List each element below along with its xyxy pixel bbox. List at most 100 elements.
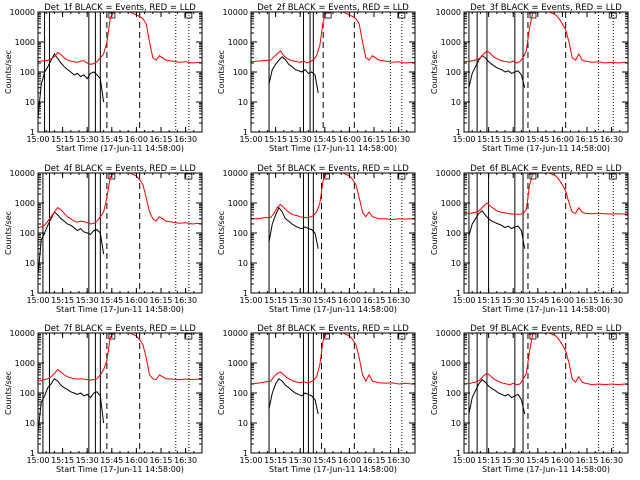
y-tick-label: 1000 xyxy=(15,359,35,368)
x-tick-label: 15:45 xyxy=(526,296,549,305)
marker-box xyxy=(184,173,193,180)
x-tick-label: 16:15 xyxy=(149,135,172,144)
series-line-lld xyxy=(464,12,628,64)
chart-title: Det_8f BLACK = Events, RED = LLD xyxy=(257,324,409,334)
series-line-events xyxy=(268,377,319,415)
y-tick-label: 100 xyxy=(446,229,461,238)
y-axis-label: Counts/sec xyxy=(430,50,439,94)
x-tick-label: 15:00 xyxy=(239,296,262,305)
x-tick-label: 16:30 xyxy=(600,135,623,144)
x-tick-label: 16:00 xyxy=(338,135,361,144)
x-tick-label: 15:30 xyxy=(502,296,525,305)
plot-frame xyxy=(37,332,203,454)
y-axis-label: Counts/sec xyxy=(4,50,13,94)
x-tick-label: 15:00 xyxy=(452,135,475,144)
y-axis-label: Counts/sec xyxy=(217,371,226,415)
chart-title: Det_1f BLACK = Events, RED = LLD xyxy=(44,3,196,13)
chart-panel-3: 1 10 100 1000 10000 15:00 15:15 15:30 15:45 16:00… xyxy=(430,3,629,153)
x-tick-label: 16:00 xyxy=(125,456,148,465)
y-tick-label: 100 xyxy=(446,389,461,398)
series-line-lld xyxy=(38,12,202,65)
chart-title: Det_4f BLACK = Events, RED = LLD xyxy=(44,164,196,174)
x-tick-label: 15:00 xyxy=(26,135,49,144)
x-tick-label: 15:30 xyxy=(502,135,525,144)
series-line-events xyxy=(468,210,526,249)
y-tick-label: 100 xyxy=(20,229,35,238)
series-line-lld xyxy=(251,173,415,221)
x-axis-label: Start Time (17-Jun-11 14:58:00) xyxy=(56,465,184,474)
x-tick-label: 15:45 xyxy=(313,135,336,144)
chart-panel-6: 1 10 100 1000 10000 15:00 15:15 15:30 15:45 16:00… xyxy=(430,164,629,314)
y-axis-label: Counts/sec xyxy=(4,371,13,415)
chart-title: Det_7f BLACK = Events, RED = LLD xyxy=(44,324,196,334)
y-tick-label: 100 xyxy=(20,68,35,77)
y-tick-label: 1000 xyxy=(228,38,248,47)
y-tick-label: 1000 xyxy=(15,38,35,47)
y-tick-label: 1 xyxy=(456,128,461,137)
y-tick-label: 1 xyxy=(456,289,461,298)
series-line-events xyxy=(38,52,105,118)
x-tick-label: 16:15 xyxy=(362,296,385,305)
marker-box xyxy=(397,333,406,340)
y-tick-label: 10 xyxy=(25,98,35,107)
marker-box xyxy=(323,333,330,340)
x-tick-label: 15:00 xyxy=(26,296,49,305)
x-tick-label: 16:30 xyxy=(600,456,623,465)
x-tick-label: 16:30 xyxy=(174,135,197,144)
marker-box xyxy=(184,12,193,19)
x-axis-label: Start Time (17-Jun-11 14:58:00) xyxy=(482,465,610,474)
series-line-events xyxy=(268,206,319,249)
x-tick-label: 16:00 xyxy=(551,135,574,144)
x-tick-label: 15:15 xyxy=(264,456,287,465)
y-tick-label: 10 xyxy=(238,259,248,268)
marker-box xyxy=(397,173,406,180)
y-tick-label: 1000 xyxy=(15,199,35,208)
x-tick-label: 15:45 xyxy=(313,296,336,305)
y-tick-label: 10000 xyxy=(223,329,248,338)
chart-panel-7: 1 10 100 1000 10000 15:00 15:15 15:30 15:45 16:00… xyxy=(4,324,203,474)
marker-box xyxy=(608,173,617,180)
x-tick-label: 15:15 xyxy=(477,296,500,305)
x-tick-label: 16:15 xyxy=(362,456,385,465)
x-tick-label: 15:15 xyxy=(477,135,500,144)
y-tick-label: 1000 xyxy=(441,359,461,368)
x-tick-label: 15:45 xyxy=(313,456,336,465)
x-tick-label: 15:15 xyxy=(51,296,74,305)
y-axis-label: Counts/sec xyxy=(430,211,439,255)
x-tick-label: 15:30 xyxy=(289,135,312,144)
chart-panel-9: 1 10 100 1000 10000 15:00 15:15 15:30 15:45 16:00… xyxy=(430,324,629,474)
y-tick-label: 10 xyxy=(451,98,461,107)
y-tick-label: 1 xyxy=(456,449,461,458)
x-axis-label: Start Time (17-Jun-11 14:58:00) xyxy=(269,465,397,474)
x-axis-label: Start Time (17-Jun-11 14:58:00) xyxy=(269,305,397,314)
y-tick-label: 10000 xyxy=(10,169,35,178)
y-tick-label: 100 xyxy=(233,68,248,77)
marker-box xyxy=(323,173,330,180)
x-tick-label: 16:00 xyxy=(125,296,148,305)
x-axis-label: Start Time (17-Jun-11 14:58:00) xyxy=(56,144,184,153)
plot-frame xyxy=(37,11,203,133)
series-line-lld xyxy=(464,173,628,215)
x-tick-label: 16:30 xyxy=(387,456,410,465)
y-tick-label: 10 xyxy=(451,419,461,428)
series-line-lld xyxy=(38,173,202,229)
y-tick-label: 10 xyxy=(25,259,35,268)
chart-title: Det_3f BLACK = Events, RED = LLD xyxy=(470,3,622,13)
x-tick-label: 15:00 xyxy=(452,456,475,465)
marker-box xyxy=(529,173,537,180)
y-tick-label: 10 xyxy=(451,259,461,268)
x-tick-label: 16:00 xyxy=(338,456,361,465)
y-tick-label: 1 xyxy=(243,128,248,137)
x-tick-label: 16:00 xyxy=(125,135,148,144)
chart-title: Det_6f BLACK = Events, RED = LLD xyxy=(470,164,622,174)
x-tick-label: 16:15 xyxy=(362,135,385,144)
plot-frame xyxy=(463,11,629,133)
y-axis-label: Counts/sec xyxy=(430,371,439,415)
x-tick-label: 15:15 xyxy=(51,135,74,144)
x-tick-label: 16:15 xyxy=(575,296,598,305)
marker-box xyxy=(397,12,406,19)
y-tick-label: 10 xyxy=(238,98,248,107)
chart-panel-4: 1 10 100 1000 10000 15:00 15:15 15:30 15:45 16:00… xyxy=(4,164,203,314)
chart-panel-5: 1 10 100 1000 10000 15:00 15:15 15:30 15:45 16:00… xyxy=(217,164,416,314)
